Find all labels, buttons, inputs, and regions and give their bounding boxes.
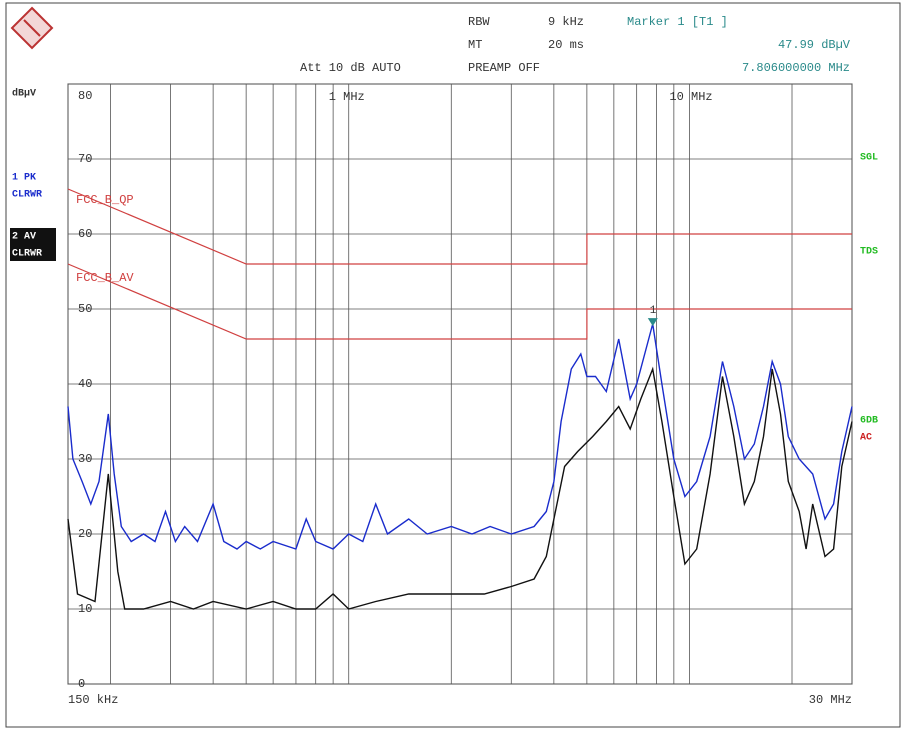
x-tick-label: 150 kHz bbox=[68, 693, 118, 707]
limit-label: FCC_B_AV bbox=[76, 271, 134, 285]
attenuation: Att 10 dB AUTO bbox=[300, 61, 401, 75]
marker-level: 47.99 dBµV bbox=[778, 38, 851, 52]
trace-2-badge bbox=[10, 228, 56, 261]
marker-title: Marker 1 [T1 ] bbox=[627, 15, 728, 29]
y-tick-label: 0 bbox=[78, 677, 85, 691]
trace bbox=[67, 366, 853, 610]
trace bbox=[67, 323, 853, 550]
frame bbox=[5, 2, 901, 728]
limit-label: FCC_B_QP bbox=[76, 193, 134, 207]
marker-frequency: 7.806000000 MHz bbox=[742, 61, 850, 75]
tds-label: TDS bbox=[860, 247, 878, 258]
y-tick-label: 30 bbox=[78, 452, 92, 466]
trace-2-mode: CLRWR bbox=[12, 249, 42, 260]
y-tick-label: 50 bbox=[78, 302, 92, 316]
ac-label: AC bbox=[860, 433, 872, 444]
y-tick-label: 70 bbox=[78, 152, 92, 166]
trace-1-name: 1 PK bbox=[12, 173, 36, 184]
y-tick-label: 10 bbox=[78, 602, 92, 616]
x-tick-label: 10 MHz bbox=[669, 90, 712, 104]
trace-2-name: 2 AV bbox=[12, 232, 36, 243]
mt: 20 ms bbox=[548, 38, 584, 52]
preamp: PREAMP OFF bbox=[468, 61, 540, 75]
6db-label: 6DB bbox=[860, 416, 878, 427]
y-unit: dBµV bbox=[12, 88, 36, 100]
mt-label: MT bbox=[468, 38, 482, 52]
trace bbox=[67, 263, 852, 340]
sgl-label: SGL bbox=[860, 153, 878, 164]
rbw-label: RBW bbox=[468, 15, 490, 29]
y-tick-label: 60 bbox=[78, 227, 92, 241]
marker bbox=[647, 318, 658, 327]
marker-number: 1 bbox=[650, 305, 657, 317]
logo bbox=[10, 6, 54, 50]
y-tick-label: 80 bbox=[78, 89, 92, 103]
trace bbox=[67, 188, 852, 265]
rbw: 9 kHz bbox=[548, 15, 584, 29]
x-tick-label: 1 MHz bbox=[329, 90, 365, 104]
y-tick-label: 40 bbox=[78, 377, 92, 391]
y-tick-label: 20 bbox=[78, 527, 92, 541]
trace-1-mode: CLRWR bbox=[12, 190, 42, 201]
x-tick-label: 30 MHz bbox=[809, 693, 852, 707]
